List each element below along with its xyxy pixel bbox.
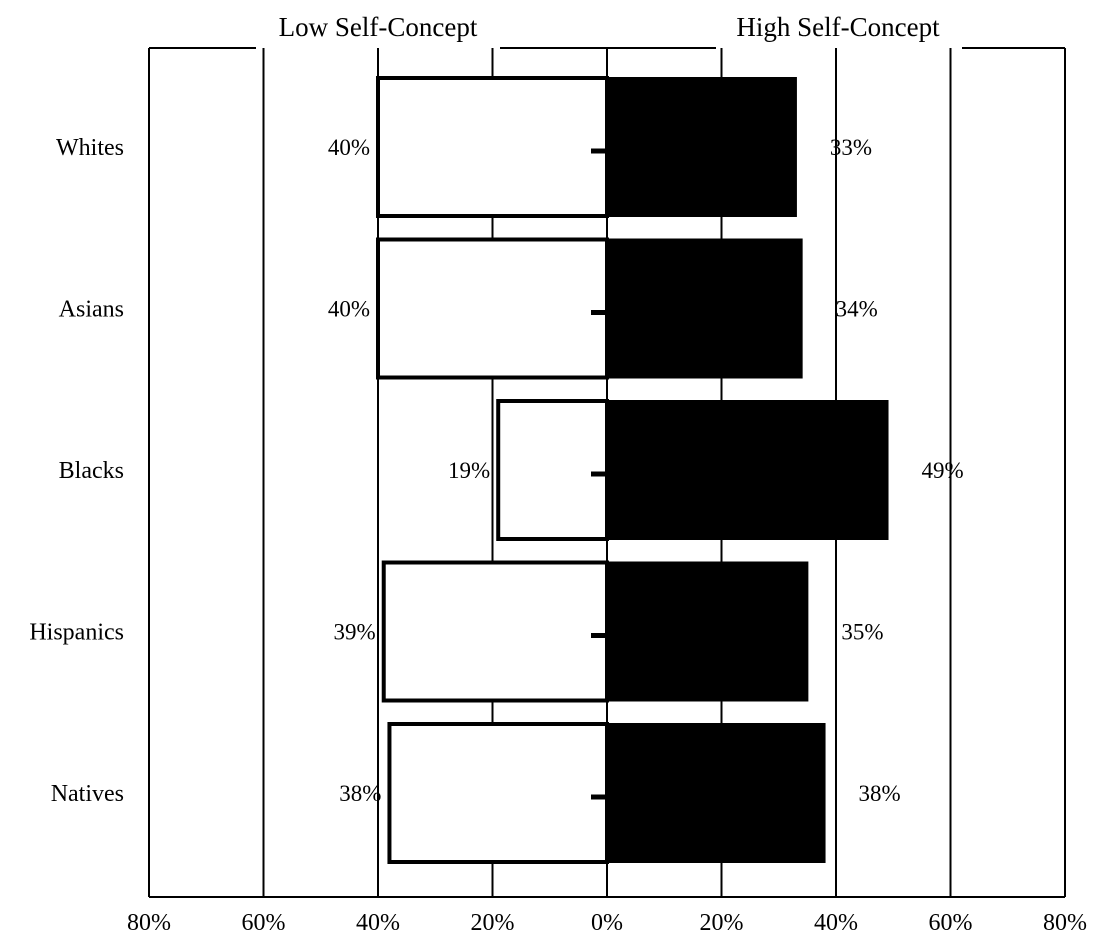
header-low-self-concept: Low Self-Concept [279, 12, 478, 42]
x-tick-label: 20% [471, 910, 515, 936]
x-tick-label: 80% [127, 910, 171, 936]
bar-low-whites [376, 76, 609, 218]
bars [376, 76, 889, 864]
bar-low-asians [376, 237, 609, 380]
x-tick-label: 40% [814, 910, 858, 936]
value-label-high: 33% [830, 135, 872, 160]
category-label: Blacks [59, 458, 124, 484]
x-tick-label: 80% [1043, 910, 1087, 936]
x-tick-label: 20% [700, 910, 744, 936]
category-label: Hispanics [29, 620, 124, 646]
bar-high-asians [606, 238, 803, 379]
category-label: Asians [59, 297, 124, 323]
bar-high-natives [606, 723, 826, 863]
value-label-low: 38% [339, 781, 381, 806]
bar-low-hispanics [381, 560, 609, 703]
value-label-low: 39% [334, 620, 376, 645]
x-tick-label: 40% [356, 910, 400, 936]
header-high-self-concept: High Self-Concept [736, 12, 940, 42]
category-label: Whites [56, 135, 124, 161]
value-label-high: 34% [836, 297, 878, 322]
bar-high-hispanics [606, 561, 809, 702]
bar-low-blacks [496, 399, 610, 541]
value-label-high: 35% [841, 620, 883, 645]
value-label-low: 40% [328, 135, 370, 160]
bar-low-natives [387, 722, 610, 864]
value-label-high: 38% [859, 781, 901, 806]
bar-high-blacks [606, 400, 889, 540]
plot-frame [148, 47, 1066, 898]
value-label-high: 49% [922, 458, 964, 483]
category-label: Natives [51, 781, 124, 807]
x-tick-label: 0% [591, 910, 623, 936]
value-label-low: 19% [448, 458, 490, 483]
value-label-low: 40% [328, 297, 370, 322]
bar-high-whites [606, 77, 797, 217]
x-tick-label: 60% [242, 910, 286, 936]
labels: 80% 60% 40% 20% 0% 20% 40% 60% 80% Low Self-Conce… [29, 12, 1087, 936]
x-tick-label: 60% [929, 910, 973, 936]
